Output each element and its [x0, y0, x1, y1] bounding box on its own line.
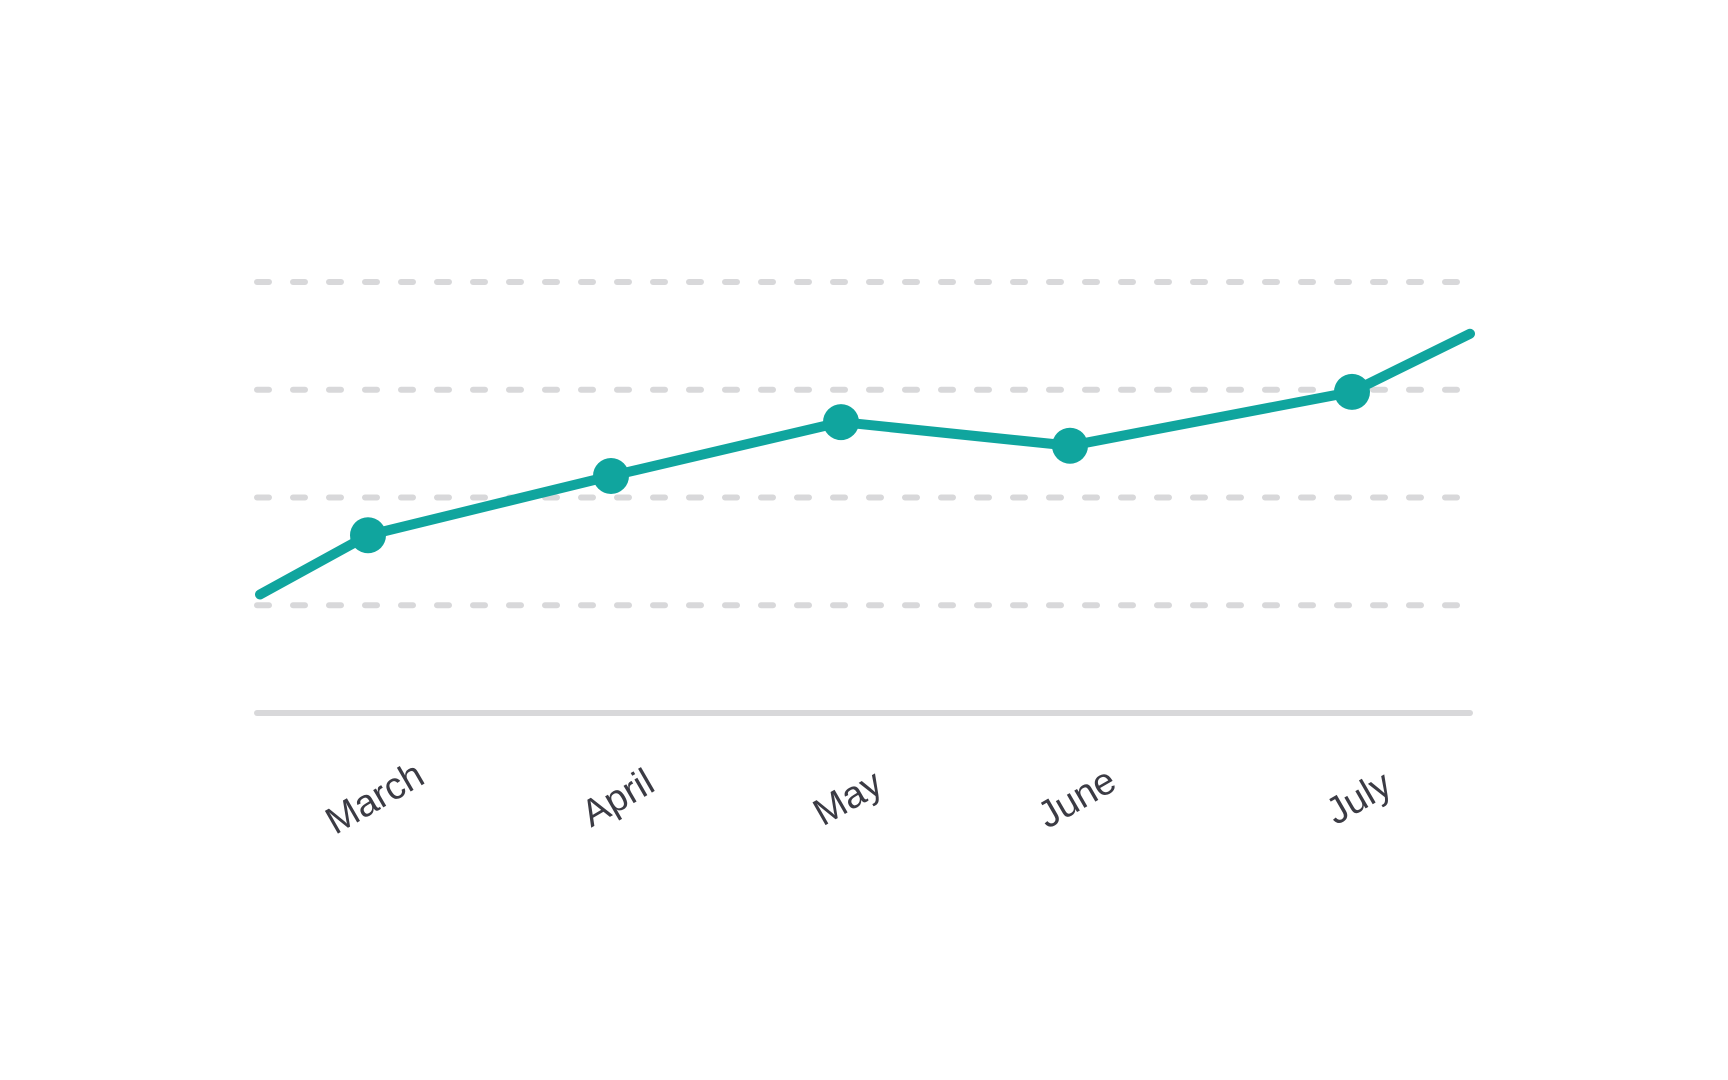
x-label-may: May: [806, 762, 889, 834]
series-line: [255, 328, 1475, 600]
data-point-may[interactable]: [823, 404, 859, 441]
data-point-april[interactable]: [593, 457, 629, 494]
data-point-june[interactable]: [1052, 427, 1088, 464]
x-label-july: July: [1319, 763, 1399, 833]
data-points: [350, 373, 1370, 554]
gridlines: [254, 279, 1473, 609]
data-point-july[interactable]: [1334, 373, 1370, 410]
x-label-june: June: [1031, 760, 1123, 838]
x-axis-labels: March April May June July: [319, 754, 1399, 843]
x-label-april: April: [575, 761, 662, 835]
data-point-march[interactable]: [350, 517, 386, 554]
x-label-march: March: [319, 754, 431, 843]
